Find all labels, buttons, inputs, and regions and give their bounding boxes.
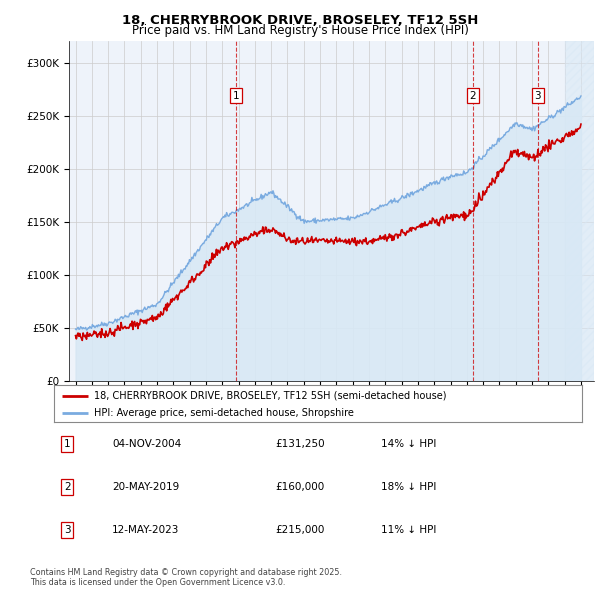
Text: 14% ↓ HPI: 14% ↓ HPI (382, 439, 437, 448)
Text: £160,000: £160,000 (276, 482, 325, 491)
Text: 18, CHERRYBROOK DRIVE, BROSELEY, TF12 5SH: 18, CHERRYBROOK DRIVE, BROSELEY, TF12 5S… (122, 14, 478, 27)
Text: 18% ↓ HPI: 18% ↓ HPI (382, 482, 437, 491)
Text: 11% ↓ HPI: 11% ↓ HPI (382, 525, 437, 535)
Text: Contains HM Land Registry data © Crown copyright and database right 2025.
This d: Contains HM Land Registry data © Crown c… (30, 568, 342, 587)
Text: 2: 2 (470, 91, 476, 100)
Text: 3: 3 (64, 525, 71, 535)
Text: Price paid vs. HM Land Registry's House Price Index (HPI): Price paid vs. HM Land Registry's House … (131, 24, 469, 37)
Text: 3: 3 (535, 91, 541, 100)
Text: 18, CHERRYBROOK DRIVE, BROSELEY, TF12 5SH (semi-detached house): 18, CHERRYBROOK DRIVE, BROSELEY, TF12 5S… (94, 391, 446, 401)
Text: 1: 1 (64, 439, 71, 448)
Bar (565, 41, 594, 381)
Text: 12-MAY-2023: 12-MAY-2023 (112, 525, 179, 535)
Text: £215,000: £215,000 (276, 525, 325, 535)
Text: HPI: Average price, semi-detached house, Shropshire: HPI: Average price, semi-detached house,… (94, 408, 353, 418)
Text: 20-MAY-2019: 20-MAY-2019 (112, 482, 179, 491)
Text: 1: 1 (233, 91, 239, 100)
Text: 04-NOV-2004: 04-NOV-2004 (112, 439, 181, 448)
Text: 2: 2 (64, 482, 71, 491)
Text: £131,250: £131,250 (276, 439, 325, 448)
